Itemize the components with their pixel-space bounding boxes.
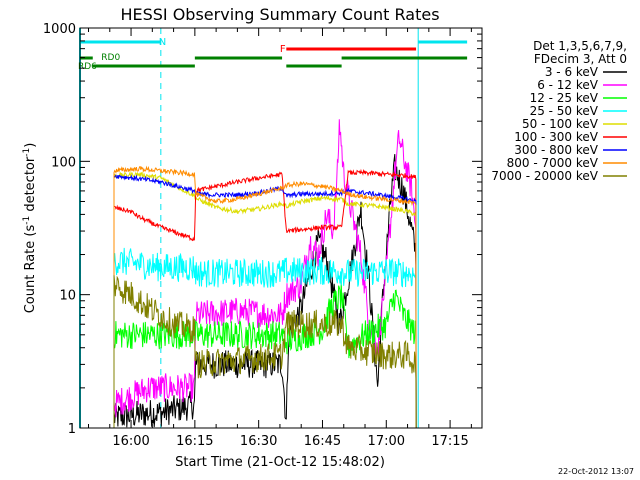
y-axis-label-end: ): [23, 143, 38, 148]
night-flag-label: N: [159, 37, 166, 48]
legend-entry-label: 12 - 25 keV: [530, 91, 599, 105]
x-tick-label: 16:30: [240, 434, 277, 449]
series-line-3: [113, 247, 417, 429]
y-axis-label-mid: detector: [23, 156, 38, 216]
y-axis-label-sup2: -1: [22, 148, 32, 157]
x-tick-label: 16:15: [176, 434, 213, 449]
series-line-4: [113, 170, 417, 429]
axis-layer: 16:00 16:15 16:30 16:45 17:00 17:15 1 10 100 1000: [43, 22, 482, 449]
series-line-2: [113, 281, 417, 429]
legend-entry-label: 50 - 100 keV: [522, 117, 599, 131]
x-tick-label: 16:00: [112, 434, 149, 449]
legend-entry-label: 7000 - 20000 keV: [491, 169, 598, 183]
plot-frame: [79, 27, 483, 429]
y-axis-label-sup1: -1: [22, 216, 32, 225]
y-tick-label: 1000: [43, 22, 76, 37]
series-line-8: [113, 275, 417, 429]
legend-entry-label: 800 - 7000 keV: [507, 156, 599, 170]
chart-title: HESSI Observing Summary Count Rates: [120, 5, 439, 24]
y-axis-label: Count Rate (s-1 detector-1): [22, 143, 38, 314]
series-line-7: [113, 165, 417, 429]
legend-entry-label: 300 - 800 keV: [514, 143, 598, 157]
timestamp: 22-Oct-2012 13:07: [558, 467, 634, 476]
series-line-5: [113, 168, 417, 429]
x-axis-label: Start Time (21-Oct-12 15:48:02): [175, 455, 385, 470]
rd0-flag-label: RD0: [101, 53, 120, 63]
y-tick-label: 1: [68, 422, 76, 437]
legend: Det 1,3,5,6,7,9,FDecim 3, Att 03 - 6 keV…: [491, 39, 627, 183]
y-tick-label: 100: [51, 155, 76, 170]
y-axis-label-main: Count Rate (s: [23, 225, 38, 314]
legend-header-line: Det 1,3,5,6,7,9,: [533, 39, 627, 53]
rd6-flag-label: RD6: [78, 62, 97, 72]
x-tick-label: 16:45: [304, 434, 341, 449]
legend-entry-label: 6 - 12 keV: [537, 78, 599, 92]
y-tick-label: 10: [59, 289, 76, 304]
series-layer: [113, 119, 417, 429]
x-tick-label: 17:00: [368, 434, 405, 449]
legend-header-line: FDecim 3, Att 0: [534, 52, 627, 66]
legend-entry-label: 3 - 6 keV: [545, 65, 599, 79]
legend-entry-label: 100 - 300 keV: [514, 130, 598, 144]
flare-flag-label: F: [280, 44, 286, 55]
series-line-1: [113, 119, 417, 429]
legend-entry-label: 25 - 50 keV: [530, 104, 599, 118]
x-tick-label: 17:15: [431, 434, 468, 449]
